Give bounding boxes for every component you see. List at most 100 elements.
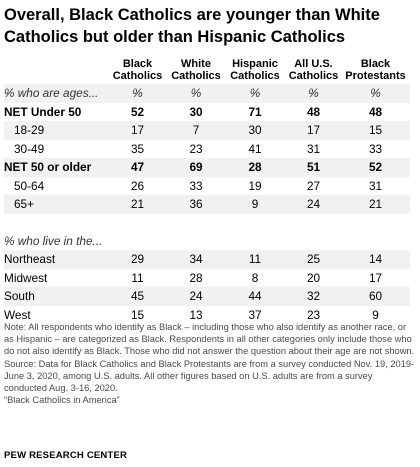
table-row: Northeast 29 34 11 25 14	[4, 250, 410, 269]
data-value: 41	[248, 141, 262, 156]
section-label: % who live in the...	[4, 233, 103, 248]
column-header: Black Protestants	[345, 58, 406, 82]
data-value: 11	[224, 250, 286, 269]
row-label: 18-29	[4, 121, 107, 140]
unit-label: %	[286, 84, 341, 103]
data-value: 69	[168, 158, 224, 177]
section-label-row: % who are ages...%%%%%	[4, 84, 410, 103]
spacer-cell	[4, 214, 410, 232]
empty-cell	[341, 232, 410, 251]
unit-label: %	[107, 84, 168, 103]
data-value: 25	[286, 250, 341, 269]
data-value: 24	[286, 195, 341, 214]
row-label: NET Under 50	[4, 104, 82, 119]
data-value: 26	[130, 178, 145, 193]
empty-cell	[224, 232, 286, 251]
table-row: South 45 24 44 32 60	[4, 287, 410, 306]
data-value: 15	[130, 307, 145, 322]
section-label-row: % who live in the...	[4, 232, 410, 251]
column-header-row: Black Catholics White Catholics Hispanic Ca…	[4, 52, 410, 84]
data-value: 44	[224, 287, 286, 306]
data-value: 27	[306, 178, 321, 193]
table-row: 30-49 35 23 41 31 33	[4, 140, 410, 159]
data-value: 51	[286, 158, 341, 177]
unit-label: %	[341, 84, 410, 103]
table-row: West 15 13 37 23 9	[4, 306, 410, 325]
chart-title: Overall, Black Catholics are younger tha…	[4, 6, 380, 46]
data-value: 52	[130, 104, 145, 119]
data-value: 29	[107, 250, 168, 269]
data-value: 30	[224, 121, 286, 140]
table-row: Midwest 11 28 8 20 17	[4, 269, 410, 288]
data-value: 9	[224, 195, 286, 214]
data-value: 23	[189, 141, 203, 156]
data-value: 52	[341, 158, 410, 177]
empty-cell	[107, 232, 168, 251]
data-value: 30	[189, 104, 203, 119]
report-title: “Black Catholics in America”	[4, 395, 120, 406]
data-value: 15	[341, 121, 410, 140]
column-header-corner	[4, 52, 107, 84]
note-text: Note: All respondents who identify as Bl…	[4, 322, 415, 357]
data-value: 23	[306, 307, 321, 322]
source-text: Source: Data for Black Catholics and Bla…	[4, 358, 415, 394]
spacer-row	[4, 214, 410, 232]
column-header: White Catholics	[171, 58, 221, 82]
data-value: 19	[248, 178, 262, 193]
table-row: 18-29 17 7 30 17 15	[4, 121, 410, 140]
data-value: 32	[286, 287, 341, 306]
data-value: 28	[224, 158, 286, 177]
data-value: 31	[368, 178, 383, 193]
data-value: 17	[368, 270, 383, 285]
unit-label: %	[224, 84, 286, 103]
data-value: 13	[189, 307, 203, 322]
row-label: Midwest	[4, 270, 48, 285]
empty-cell	[168, 232, 224, 251]
data-value: 11	[131, 270, 144, 285]
row-label: Northeast	[4, 250, 107, 269]
section-label: % who are ages...	[4, 84, 107, 103]
data-value: 48	[306, 104, 321, 119]
table-row: NET 50 or older 47 69 28 51 52	[4, 158, 410, 177]
data-value: 48	[368, 104, 383, 119]
data-value: 28	[189, 270, 203, 285]
data-value: 9	[372, 307, 379, 322]
data-value: 24	[168, 287, 224, 306]
row-label: 65+	[4, 195, 107, 214]
data-value: 45	[107, 287, 168, 306]
table-row: NET Under 50 52 30 71 48 48	[4, 103, 410, 122]
data-value: 31	[306, 141, 321, 156]
data-value: 60	[341, 287, 410, 306]
unit-label: %	[168, 84, 224, 103]
brand-label: PEW RESEARCH CENTER	[4, 450, 128, 461]
data-value: 21	[341, 195, 410, 214]
data-value: 33	[368, 141, 383, 156]
notes: Note: All respondents who identify as Bl…	[4, 321, 416, 406]
data-value: 14	[341, 250, 410, 269]
empty-cell	[286, 232, 341, 251]
data-value: 34	[168, 250, 224, 269]
data-value: 17	[107, 121, 168, 140]
data-value: 71	[248, 104, 262, 119]
data-value: 47	[107, 158, 168, 177]
data-value: 8	[251, 270, 259, 285]
row-label: West	[4, 307, 31, 322]
row-label: 30-49	[14, 141, 45, 156]
column-header: Hispanic Catholics	[230, 58, 280, 82]
row-label: NET 50 or older	[4, 158, 107, 177]
table-row: 50-64 26 33 19 27 31	[4, 177, 410, 196]
data-value: 33	[189, 178, 203, 193]
data-value: 20	[306, 270, 321, 285]
data-value: 17	[286, 121, 341, 140]
table-row: 65+ 21 36 9 24 21	[4, 195, 410, 214]
data-value: 21	[107, 195, 168, 214]
data-value: 37	[248, 307, 262, 322]
data-value: 36	[168, 195, 224, 214]
data-table: Black Catholics White Catholics Hispanic Ca…	[4, 52, 410, 324]
column-header: Black Catholics	[112, 58, 163, 82]
row-label: South	[4, 287, 107, 306]
column-header: All U.S. Catholics	[288, 58, 339, 82]
data-value: 35	[130, 141, 145, 156]
data-value: 7	[168, 121, 224, 140]
row-label: 50-64	[14, 178, 45, 193]
